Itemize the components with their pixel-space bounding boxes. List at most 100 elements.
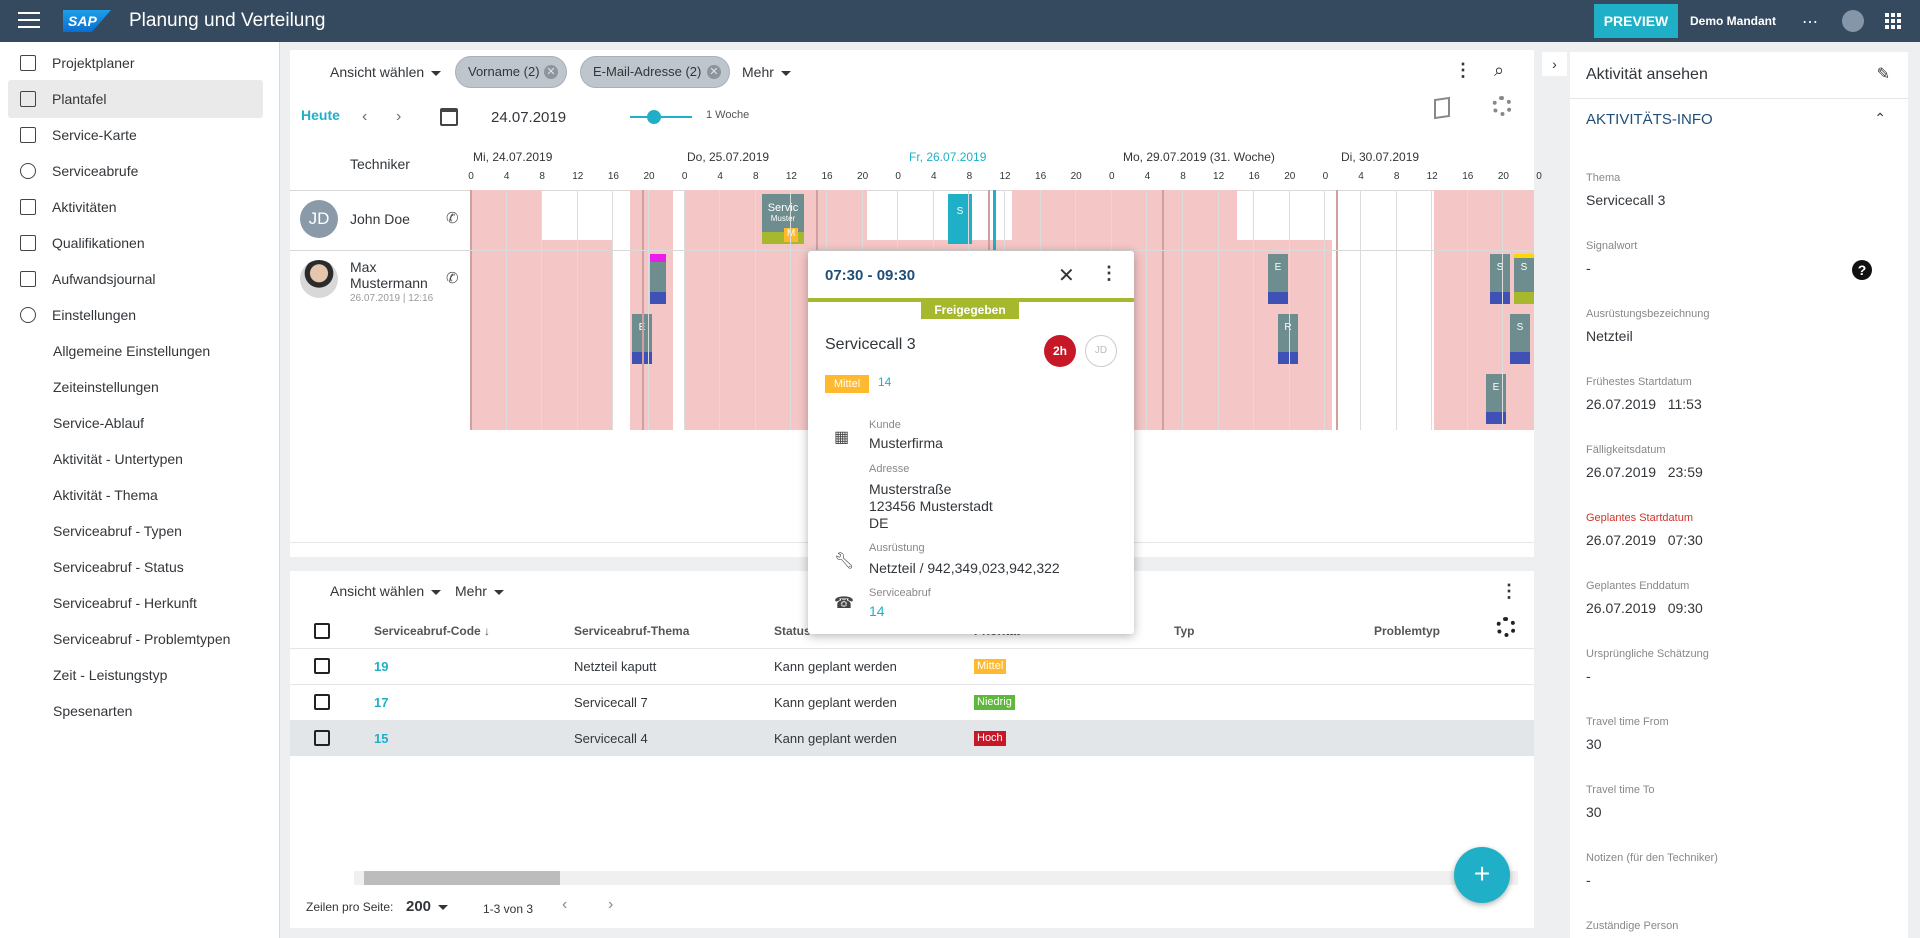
sidebar-item-zeiteinstellungen[interactable]: Zeiteinstellungen — [8, 368, 263, 406]
table-row[interactable]: 19 Netzteil kaputt Kann geplant werden M… — [290, 648, 1534, 684]
sidebar-item-qualifikationen[interactable]: Qualifikationen — [8, 224, 263, 262]
more-filters[interactable]: Mehr — [742, 64, 791, 80]
activity-sub: Muster — [770, 214, 796, 223]
zoom-slider[interactable] — [630, 116, 692, 118]
sort-desc-icon[interactable]: ↓ — [484, 624, 491, 638]
activity-block[interactable]: E — [1486, 374, 1506, 424]
overflow-icon[interactable]: ⋮ — [1500, 581, 1518, 601]
app-grid-icon[interactable] — [1885, 13, 1901, 29]
sidebar-item-allgemeine-einstellungen[interactable]: Allgemeine Einstellungen — [8, 332, 263, 370]
timeline-grid[interactable]: ServicMusterM S E E R S S S E — [470, 190, 1534, 430]
activity-block[interactable]: S — [1514, 254, 1534, 304]
table-scrollbar[interactable] — [354, 871, 1518, 885]
timeline-header: Mi, 24.07.2019 Do, 25.07.2019 Fr, 26.07.20… — [468, 148, 1542, 188]
column-header-code[interactable]: Serviceabruf-Code ↓ — [374, 624, 490, 638]
chevron-down-icon — [493, 589, 504, 595]
close-icon[interactable]: ✕ — [1058, 265, 1075, 287]
settings-gear-icon[interactable] — [1492, 96, 1512, 116]
calendar-icon[interactable] — [440, 108, 458, 126]
row-checkbox[interactable] — [314, 730, 330, 746]
zoom-label: 1 Woche — [706, 109, 750, 121]
tenant-label[interactable]: Demo Mandant — [1690, 14, 1777, 28]
map-icon[interactable] — [1434, 96, 1450, 120]
column-header-status[interactable]: Status — [774, 624, 811, 638]
activity-block[interactable]: ServicMusterM — [762, 194, 804, 244]
column-header-typ[interactable]: Typ — [1174, 624, 1195, 638]
next-icon[interactable]: › — [396, 108, 402, 125]
row-code[interactable]: 17 — [374, 695, 389, 710]
activity-block[interactable]: R — [1278, 314, 1298, 364]
preview-button[interactable]: PREVIEW — [1594, 4, 1678, 38]
row-checkbox[interactable] — [314, 658, 330, 674]
activity-label: Servic — [767, 202, 799, 214]
building-icon: ▦ — [834, 429, 850, 446]
sidebar-item-plantafel[interactable]: Plantafel — [8, 80, 263, 118]
table-settings-gear-icon[interactable] — [1496, 617, 1516, 637]
help-icon[interactable]: ? — [1852, 260, 1872, 280]
previous-icon[interactable]: ‹ — [362, 108, 368, 125]
previous-page-icon[interactable]: ‹ — [562, 896, 568, 913]
hour-label: 8 — [966, 171, 973, 182]
sidebar-item-serviceabruf-problemtypen[interactable]: Serviceabruf - Problemtypen — [8, 620, 263, 658]
filter-chip-vorname[interactable]: Vorname (2) ✕ — [455, 56, 567, 88]
sidebar-item-serviceabruf-herkunft[interactable]: Serviceabruf - Herkunft — [8, 584, 263, 622]
sidebar-item-service-ablauf[interactable]: Service-Ablauf — [8, 404, 263, 442]
grid-line — [683, 190, 685, 430]
servicecall-link[interactable]: 14 — [869, 603, 885, 619]
column-header-thema[interactable]: Serviceabruf-Thema — [574, 624, 690, 638]
user-avatar-icon[interactable] — [1842, 10, 1864, 32]
sidebar-item-aufwandsjournal[interactable]: Aufwandsjournal — [8, 260, 263, 298]
overflow-icon[interactable]: ⋮ — [1100, 263, 1118, 283]
app-title: Planung und Verteilung — [129, 10, 326, 31]
phone-icon[interactable]: ✆ — [446, 270, 459, 287]
sidebar-item-service-karte[interactable]: Service-Karte — [8, 116, 263, 154]
edit-icon[interactable]: ✎ — [1876, 66, 1890, 83]
planboard-icon — [20, 91, 36, 107]
search-icon[interactable]: ⌕ — [1494, 60, 1505, 80]
activity-block[interactable]: E — [1268, 254, 1288, 304]
activity-block[interactable]: S — [1490, 254, 1510, 304]
rows-per-page-select[interactable]: 200 — [406, 898, 449, 915]
collapse-section-icon[interactable]: ⌃ — [1874, 110, 1886, 126]
more-filters[interactable]: Mehr — [455, 583, 504, 599]
view-select[interactable]: Ansicht wählen — [330, 64, 442, 80]
more-icon[interactable]: ⋯ — [1802, 14, 1819, 31]
row-checkbox[interactable] — [314, 694, 330, 710]
phone-icon[interactable]: ✆ — [446, 210, 459, 227]
sidebar-item-serviceabrufe[interactable]: Serviceabrufe — [8, 152, 263, 190]
hour-label: 8 — [539, 171, 545, 182]
section-title[interactable]: AKTIVITÄTS-INFO — [1586, 111, 1713, 128]
filter-chip-email[interactable]: E-Mail-Adresse (2) ✕ — [580, 56, 730, 88]
activity-block-selected[interactable]: S — [948, 194, 972, 244]
scrollbar-thumb[interactable] — [364, 871, 560, 885]
sidebar-item-spesenarten[interactable]: Spesenarten — [8, 692, 263, 730]
sidebar-item-serviceabruf-typen[interactable]: Serviceabruf - Typen — [8, 512, 263, 550]
select-all-checkbox[interactable] — [314, 623, 330, 639]
table-row-selected[interactable]: 15 Servicecall 4 Kann geplant werden Hoc… — [290, 720, 1534, 756]
column-header-problemtyp[interactable]: Problemtyp — [1374, 624, 1441, 638]
sidebar-item-zeit-leistungstyp[interactable]: Zeit - Leistungstyp — [8, 656, 263, 694]
close-icon[interactable]: ✕ — [707, 65, 721, 79]
collapse-panel-icon[interactable]: › — [1542, 52, 1567, 76]
close-icon[interactable]: ✕ — [544, 65, 558, 79]
sidebar-item-aktivitaet-untertypen[interactable]: Aktivität - Untertypen — [8, 440, 263, 478]
activity-block[interactable]: S — [1510, 314, 1530, 364]
sidebar-item-projektplaner[interactable]: Projektplaner — [8, 44, 263, 82]
view-select[interactable]: Ansicht wählen — [330, 583, 442, 599]
sidebar-item-aktivitaeten[interactable]: Aktivitäten — [8, 188, 263, 226]
overflow-icon[interactable]: ⋮ — [1454, 60, 1472, 80]
servicecall-code-link[interactable]: 14 — [878, 375, 892, 389]
zoom-slider-handle[interactable] — [647, 110, 661, 124]
row-code[interactable]: 15 — [374, 731, 389, 746]
add-button[interactable]: + — [1454, 847, 1510, 903]
hamburger-menu-icon[interactable] — [18, 12, 40, 28]
date-display[interactable]: 24.07.2019 — [491, 109, 567, 126]
today-button[interactable]: Heute — [301, 107, 340, 123]
row-code[interactable]: 19 — [374, 659, 389, 674]
sidebar-item-serviceabruf-status[interactable]: Serviceabruf - Status — [8, 548, 263, 586]
activity-block[interactable] — [650, 254, 666, 304]
sidebar-item-aktivitaet-thema[interactable]: Aktivität - Thema — [8, 476, 263, 514]
table-row[interactable]: 17 Servicecall 7 Kann geplant werden Nie… — [290, 684, 1534, 720]
next-page-icon[interactable]: › — [608, 896, 614, 913]
sidebar-item-einstellungen[interactable]: Einstellungen — [8, 296, 263, 334]
